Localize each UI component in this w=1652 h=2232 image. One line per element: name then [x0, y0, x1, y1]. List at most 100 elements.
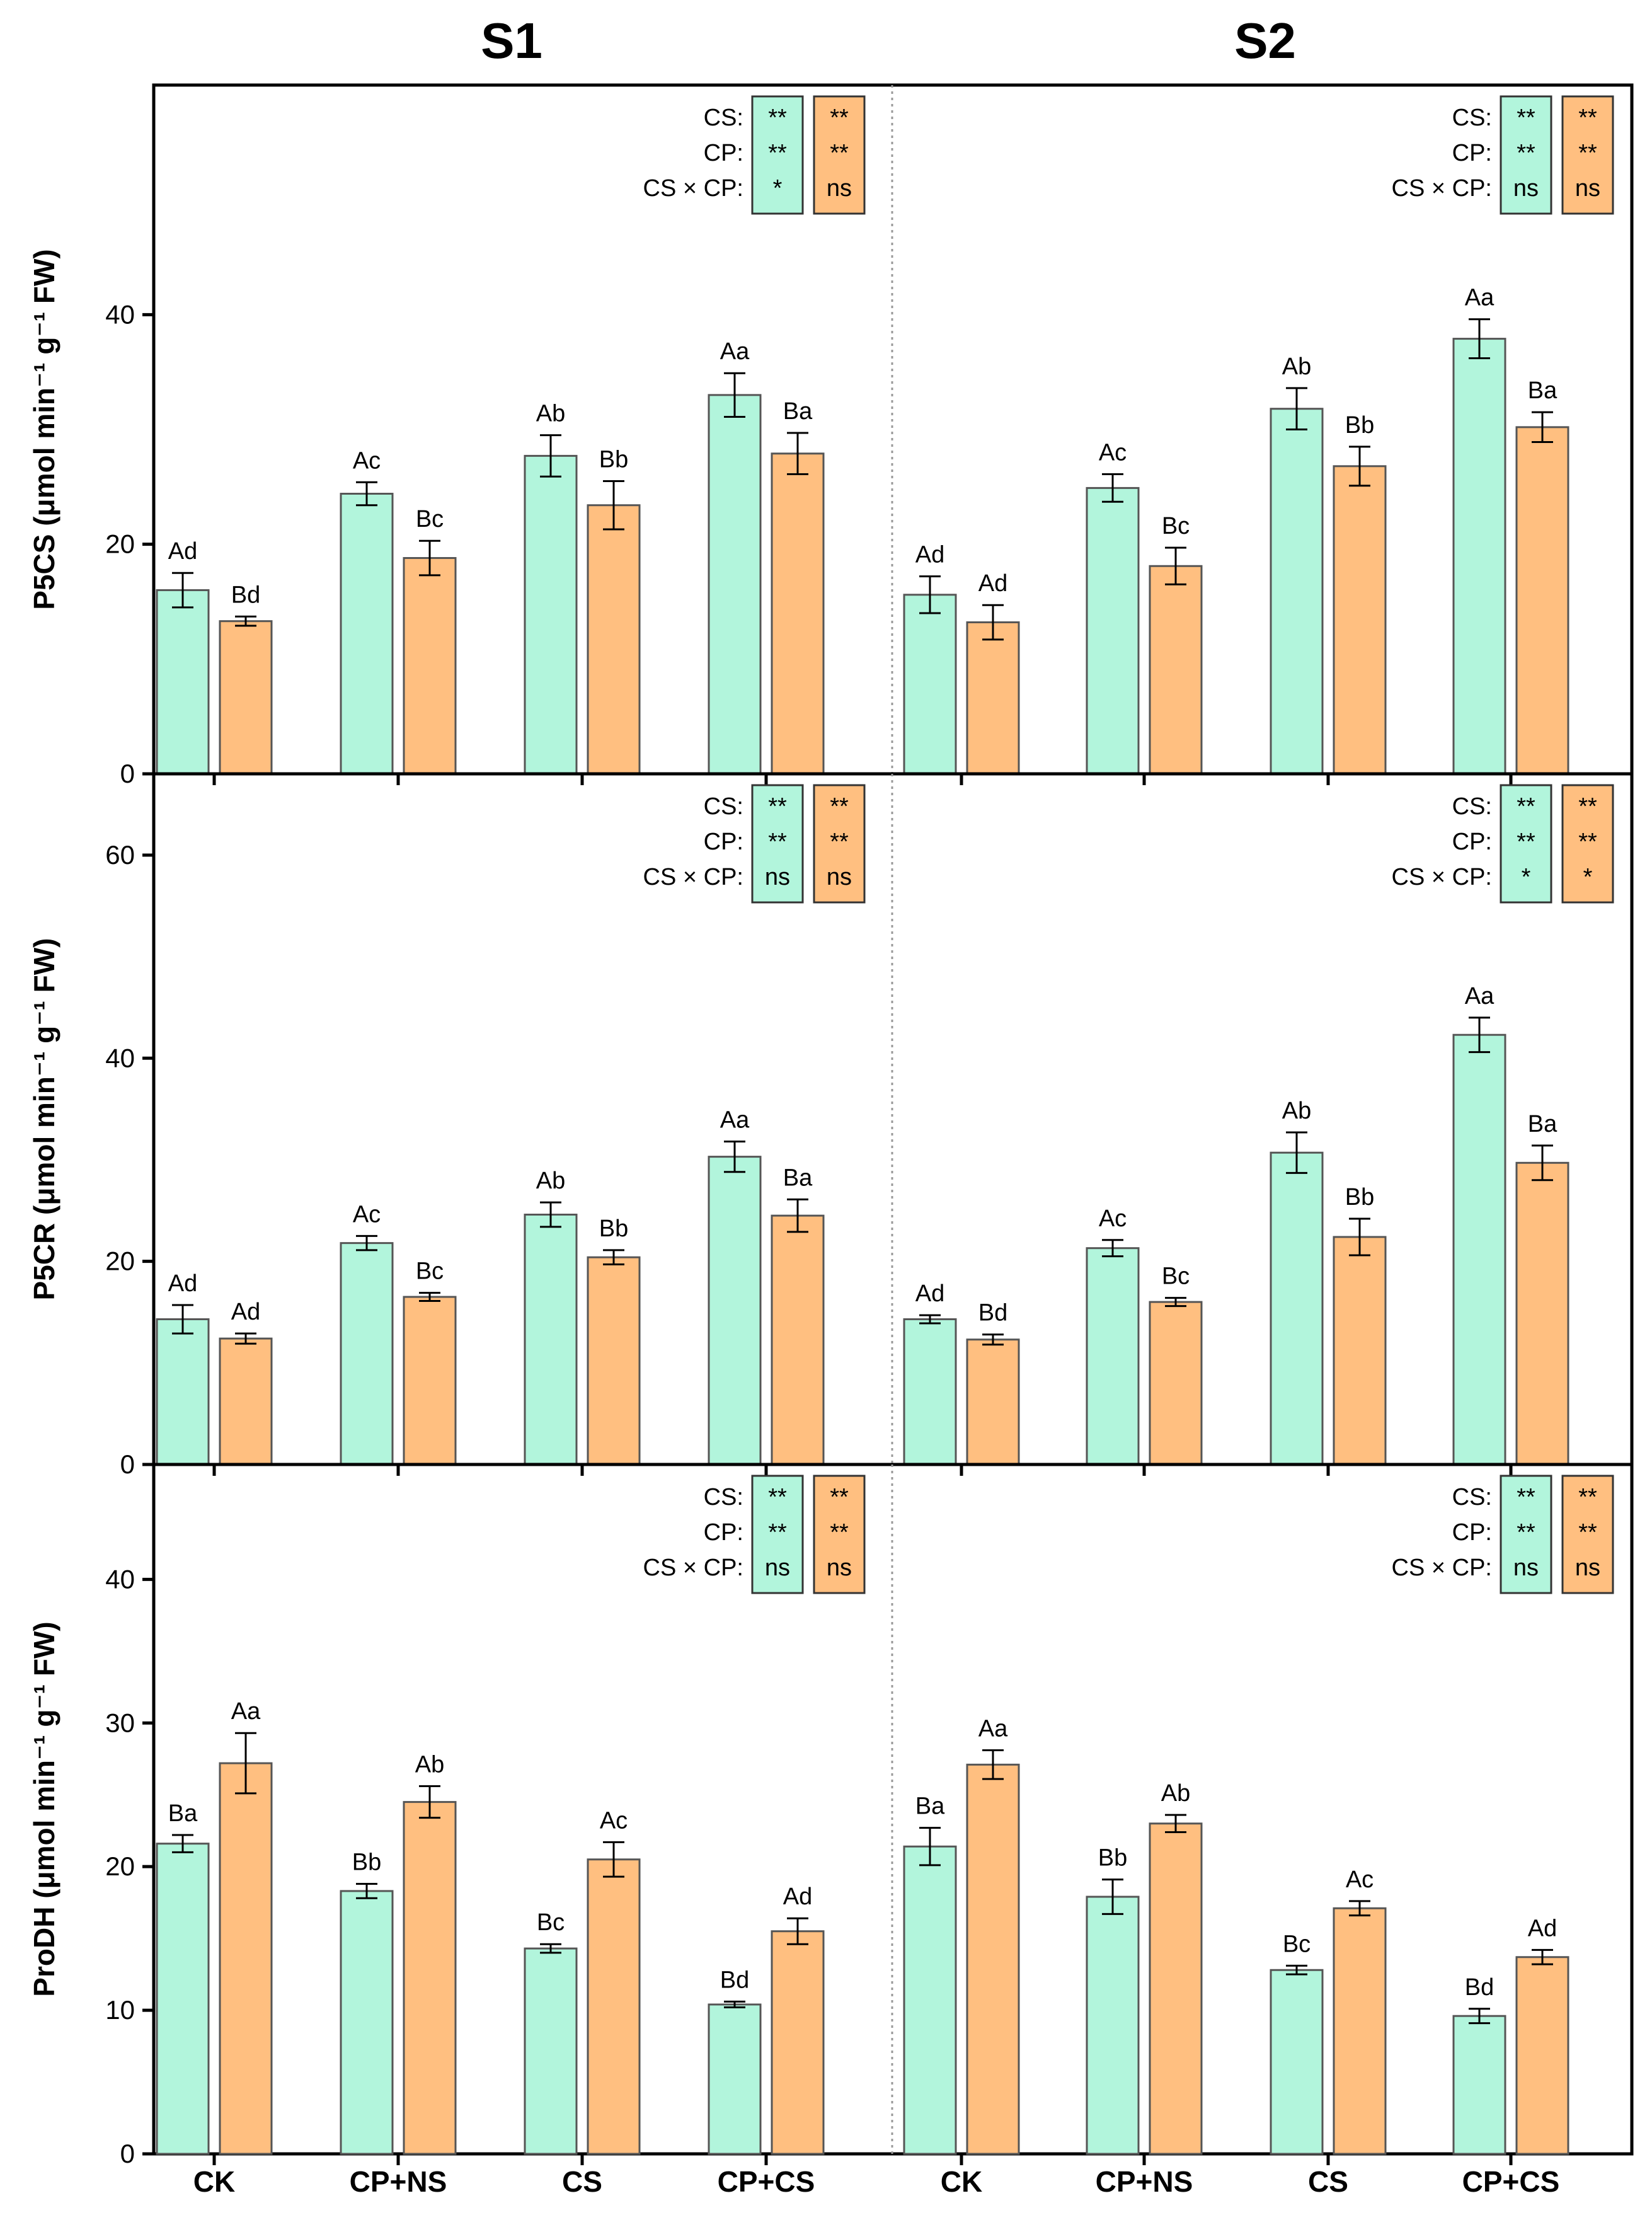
significance-label: Ba — [168, 1800, 198, 1827]
significance-label: Ba — [1528, 1111, 1557, 1137]
stats-value-a: * — [1522, 864, 1531, 890]
significance-label: Bc — [537, 1909, 565, 1936]
stats-value-b: ** — [830, 140, 849, 166]
stats-box-b — [813, 784, 866, 904]
significance-label: Aa — [720, 1107, 750, 1133]
stats-box-a — [751, 1475, 804, 1594]
stats-label: CS: — [704, 793, 743, 820]
bar — [1270, 408, 1324, 775]
significance-label: Ab — [536, 401, 565, 427]
bar — [403, 1296, 457, 1466]
stats-value-b: ns — [1575, 1555, 1600, 1581]
y-tick-label: 10 — [105, 1995, 135, 2025]
stats-value-b: ** — [830, 793, 849, 820]
stats-value-a: ns — [765, 1555, 790, 1581]
significance-label: Ac — [353, 1201, 381, 1228]
bar — [1515, 426, 1569, 775]
stats-label: CS: — [704, 105, 743, 131]
significance-label: Ad — [978, 570, 1007, 597]
x-category-label: CP+NS — [350, 2165, 447, 2198]
stats-label: CS × CP: — [643, 1555, 743, 1581]
significance-label: Ad — [915, 542, 944, 568]
significance-label: Aa — [1465, 285, 1494, 311]
bar — [708, 2003, 762, 2155]
stats-box-b — [813, 95, 866, 215]
stats-value-b: ** — [1578, 105, 1597, 131]
bar — [903, 1845, 957, 2155]
bar — [1149, 1301, 1203, 1466]
significance-label: Ab — [415, 1752, 444, 1778]
significance-label: Ab — [1282, 354, 1311, 380]
x-axis-labels: CK CP+NS CS CP+CS CK CP+NS CS CP+CS — [193, 2165, 1560, 2198]
stats-value-a: ** — [1517, 1519, 1535, 1546]
stats-label: CP: — [704, 1519, 743, 1546]
stats-value-b: ns — [827, 864, 852, 890]
stats-label: CP: — [704, 829, 743, 855]
stats-value-b: ** — [830, 829, 849, 855]
significance-label: Ad — [168, 1270, 197, 1297]
significance-label: Ba — [915, 1793, 945, 1820]
significance-label: Ba — [783, 398, 813, 425]
significance-label: Bc — [1162, 1263, 1190, 1290]
y-tick-label: 30 — [105, 1708, 135, 1737]
stats-value-a: * — [773, 175, 783, 202]
stats-label: CP: — [1452, 1519, 1492, 1546]
bar — [1270, 1969, 1324, 2155]
stats-value-b: ** — [1578, 829, 1597, 855]
stats-value-a: ** — [1517, 105, 1535, 131]
condition-headers: S1 S2 — [481, 13, 1296, 69]
x-category-label: CP+CS — [1462, 2165, 1560, 2198]
bar — [219, 1762, 273, 2155]
significance-label: Bc — [416, 506, 444, 532]
y-tick-label: 40 — [105, 1564, 135, 1594]
bar — [966, 621, 1020, 775]
bar — [771, 1930, 825, 2155]
significance-label: Ac — [353, 447, 381, 474]
panel-3: 0 10 20 30 40 ProDH (μmol min⁻¹ g⁻¹ FW) Ba Bb Bc… — [28, 1463, 1634, 2168]
significance-label: Bc — [1283, 1931, 1311, 1957]
stats-label: CS × CP: — [1392, 175, 1492, 202]
y-axis-label: ProDH (μmol min⁻¹ g⁻¹ FW) — [28, 1621, 60, 1996]
significance-label: Ad — [915, 1280, 944, 1307]
significance-label: Bc — [416, 1258, 444, 1285]
bar — [1270, 1151, 1324, 1466]
significance-label: Bb — [1098, 1845, 1127, 1872]
significance-label: Bb — [1345, 1184, 1374, 1211]
stats-value-b: ns — [827, 175, 852, 202]
stats-box-a — [1500, 1475, 1552, 1594]
significance-label: Ad — [231, 1299, 260, 1325]
stats-box-a — [1500, 784, 1552, 904]
x-category-label: CK — [193, 2165, 235, 2198]
x-category-label: CS — [562, 2165, 602, 2198]
bar — [1333, 1236, 1387, 1466]
y-tick-label: 40 — [105, 1043, 135, 1073]
stats-value-b: * — [1583, 864, 1593, 890]
bar — [966, 1338, 1020, 1466]
header-s2: S2 — [1234, 13, 1296, 69]
bar — [1515, 1161, 1569, 1466]
x-category-label: CP+NS — [1096, 2165, 1193, 2198]
bar — [340, 493, 394, 775]
y-tick-label: 60 — [105, 840, 135, 870]
bar — [966, 1763, 1020, 2155]
bar — [1515, 1956, 1569, 2155]
y-tick-label: 0 — [120, 2139, 135, 2168]
significance-label: Bd — [978, 1300, 1007, 1326]
bar — [1086, 1895, 1140, 2155]
significance-label: Ad — [1528, 1915, 1557, 1941]
significance-label: Ac — [1346, 1867, 1374, 1893]
bar — [771, 452, 825, 775]
significance-label: Ab — [1282, 1098, 1311, 1124]
bar — [1452, 338, 1506, 775]
stats-value-b: ** — [830, 1519, 849, 1546]
stats-value-a: ns — [1513, 1555, 1539, 1581]
stats-value-b: ns — [827, 1555, 852, 1581]
stats-value-b: ** — [1578, 140, 1597, 166]
bar — [524, 454, 578, 775]
y-axis-label: P5CR (μmol min⁻¹ g⁻¹ FW) — [28, 938, 60, 1301]
y-tick-label: 20 — [105, 1246, 135, 1276]
significance-label: Ac — [600, 1807, 628, 1834]
significance-label: Bd — [720, 1967, 749, 1993]
stats-value-b: ** — [1578, 793, 1597, 820]
panel-2: 0 20 40 60 P5CR (μmol min⁻¹ g⁻¹ FW) Ad Ac Ab Aa A… — [28, 772, 1634, 1479]
